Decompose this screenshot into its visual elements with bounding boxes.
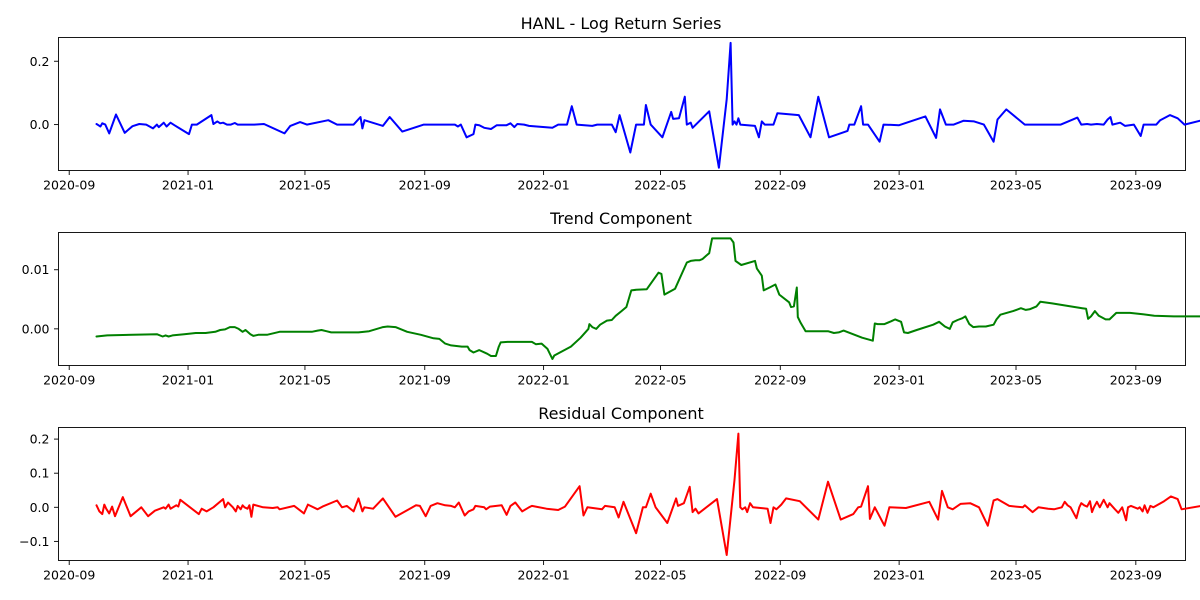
x-tick-label: 2020-09	[43, 568, 95, 583]
y-tick-label: 0.00	[22, 321, 50, 336]
x-tick-label: 2021-05	[279, 178, 331, 193]
x-tick-label: 2023-09	[1110, 568, 1162, 583]
x-tick-label: 2021-05	[279, 568, 331, 583]
chart-title-residual: Residual Component	[538, 404, 704, 423]
x-tick-label: 2022-01	[517, 373, 569, 388]
x-tick-label: 2023-09	[1110, 373, 1162, 388]
y-tick-label: 0.2	[30, 54, 50, 69]
x-tick-label: 2022-09	[754, 568, 806, 583]
y-tick-label: 0.1	[30, 466, 50, 481]
x-tick-label: 2023-09	[1110, 178, 1162, 193]
x-tick-label: 2022-05	[634, 178, 686, 193]
x-tick-label: 2020-09	[43, 178, 95, 193]
x-tick-label: 2021-09	[399, 568, 451, 583]
x-tick-label: 2022-09	[754, 373, 806, 388]
x-tick-label: 2023-01	[873, 178, 925, 193]
x-tick-label: 2023-05	[990, 373, 1042, 388]
x-tick-label: 2021-09	[399, 178, 451, 193]
chart-title-trend: Trend Component	[549, 209, 692, 228]
plot-area-residual	[58, 427, 1186, 561]
x-tick-label: 2023-05	[990, 178, 1042, 193]
x-tick-label: 2023-01	[873, 373, 925, 388]
x-tick-label: 2021-01	[162, 373, 214, 388]
x-tick-label: 2022-01	[517, 568, 569, 583]
chart-title-log-return: HANL - Log Return Series	[521, 14, 722, 33]
series-line-residual	[95, 432, 1200, 556]
x-tick-label: 2021-09	[399, 373, 451, 388]
panel-trend: Trend Component 2020-09 2021-01 2021-05 202…	[22, 209, 1200, 388]
plot-area-trend	[58, 232, 1186, 366]
x-tick-label: 2023-01	[873, 568, 925, 583]
y-tick-label: −0.1	[19, 534, 49, 549]
x-tick-label: 2022-05	[634, 568, 686, 583]
x-tick-label: 2021-05	[279, 373, 331, 388]
x-tick-label: 2023-05	[990, 568, 1042, 583]
x-tick-label: 2020-09	[43, 373, 95, 388]
x-tick-label: 2021-01	[162, 178, 214, 193]
x-tick-label: 2021-01	[162, 568, 214, 583]
x-tick-label: 2022-05	[634, 373, 686, 388]
x-tick-label: 2022-09	[754, 178, 806, 193]
y-tick-label: 0.0	[30, 117, 50, 132]
y-tick-label: 0.01	[22, 262, 50, 277]
x-tick-label: 2022-01	[517, 178, 569, 193]
y-tick-label: 0.0	[30, 500, 50, 515]
panel-log-return: HANL - Log Return Series 2020-09 2021-01 2…	[30, 14, 1200, 193]
y-tick-label: 0.2	[30, 432, 50, 447]
series-line-trend	[95, 237, 1200, 360]
plot-area-log-return	[58, 37, 1186, 171]
panel-residual: Residual Component 2020-09 2021-01 2021-05…	[19, 404, 1200, 583]
series-line-log-return	[95, 41, 1200, 169]
